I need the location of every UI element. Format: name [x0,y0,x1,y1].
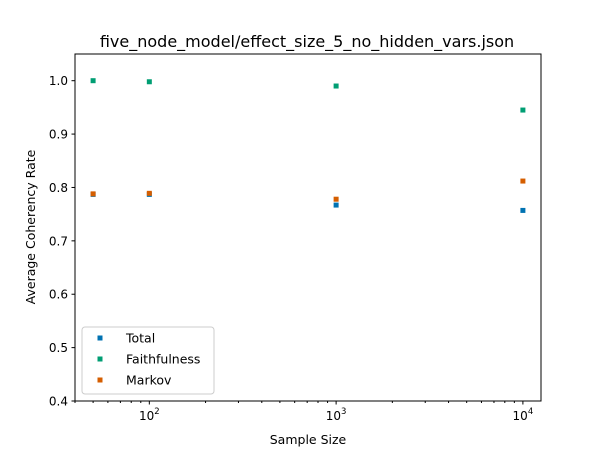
data-point-markov [333,196,339,202]
series-total [90,191,526,213]
legend-box [81,326,215,395]
chart-title: five_node_model/effect_size_5_no_hidden_… [100,32,514,52]
legend: Total Faithfulness Markov [81,326,215,395]
data-point-faithfulness [520,107,526,113]
y-tick-label: 0.8 [49,181,68,195]
y-tick-label: 0.4 [49,395,68,409]
legend-marker-faithfulness [97,356,103,362]
x-tick-label: 104 [513,407,534,423]
data-point-faithfulness [333,83,339,89]
legend-label-total: Total [125,331,155,346]
data-point-markov [520,178,526,184]
y-tick-label: 1.0 [49,74,68,88]
y-tick-label: 0.6 [49,288,68,302]
data-point-total [520,207,526,213]
data-point-faithfulness [146,79,152,85]
series-markov [90,178,526,202]
data-point-total [333,202,339,208]
y-tick-label: 0.5 [49,341,68,355]
legend-marker-markov [97,377,103,383]
data-point-markov [146,190,152,196]
data-point-markov [90,191,96,197]
y-tick-label: 0.9 [49,128,68,142]
plot-area [90,78,526,213]
x-tick-label: 102 [139,407,160,423]
legend-label-markov: Markov [126,373,172,388]
legend-marker-total [97,335,103,341]
axes-frame [74,53,542,402]
x-axis-label: Sample Size [270,432,347,447]
y-axis: 0.4 0.5 0.6 0.7 0.8 0.9 1.0 [49,74,75,409]
y-axis-label: Average Coherency Rate [23,149,38,304]
data-point-faithfulness [90,78,96,84]
y-tick-label: 0.7 [49,234,68,248]
x-tick-label: 103 [326,407,347,423]
series-faithfulness [90,78,526,113]
x-axis: 102 103 104 [74,401,534,423]
legend-label-faithfulness: Faithfulness [126,352,200,367]
